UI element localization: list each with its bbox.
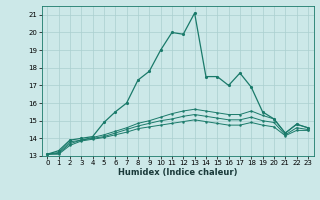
X-axis label: Humidex (Indice chaleur): Humidex (Indice chaleur) xyxy=(118,168,237,177)
